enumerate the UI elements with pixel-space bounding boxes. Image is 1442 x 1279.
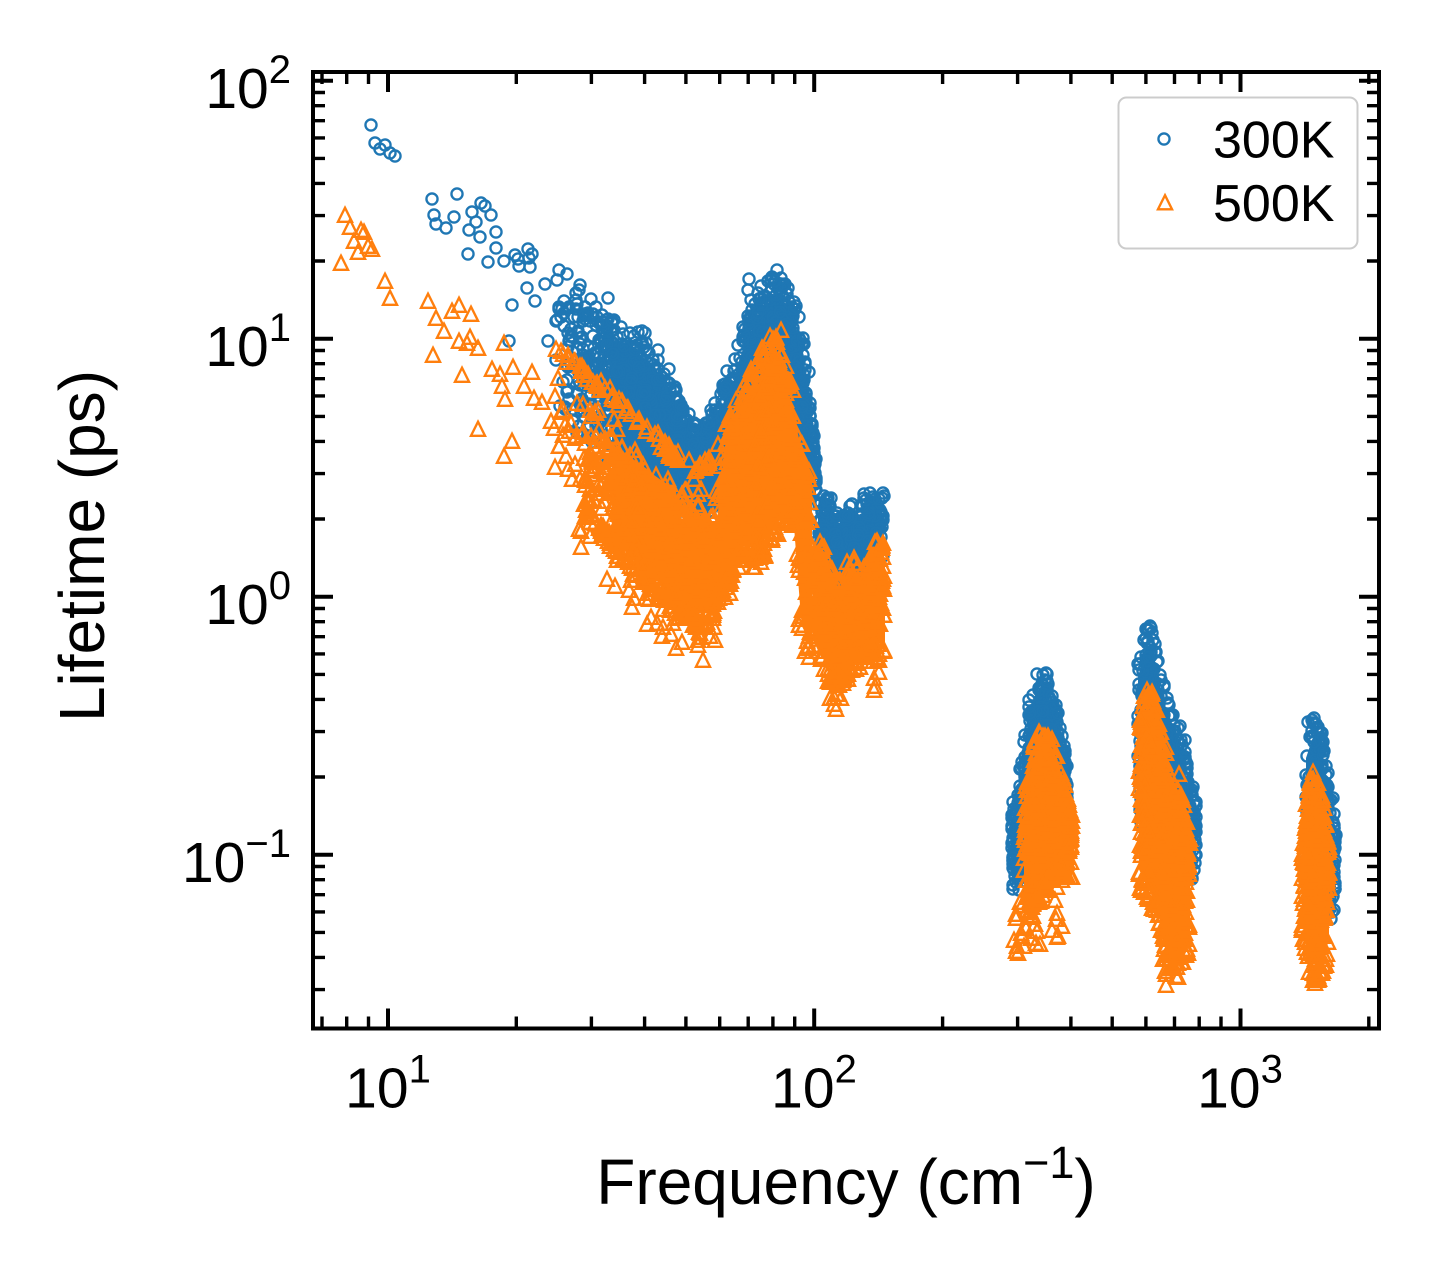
svg-text:100: 100 xyxy=(205,564,291,637)
svg-text:Frequency (cm−1): Frequency (cm−1) xyxy=(596,1137,1095,1218)
svg-text:Lifetime (ps): Lifetime (ps) xyxy=(46,370,118,722)
svg-text:10−1: 10−1 xyxy=(182,822,291,895)
svg-text:300K: 300K xyxy=(1213,112,1335,170)
svg-text:500K: 500K xyxy=(1213,175,1335,233)
